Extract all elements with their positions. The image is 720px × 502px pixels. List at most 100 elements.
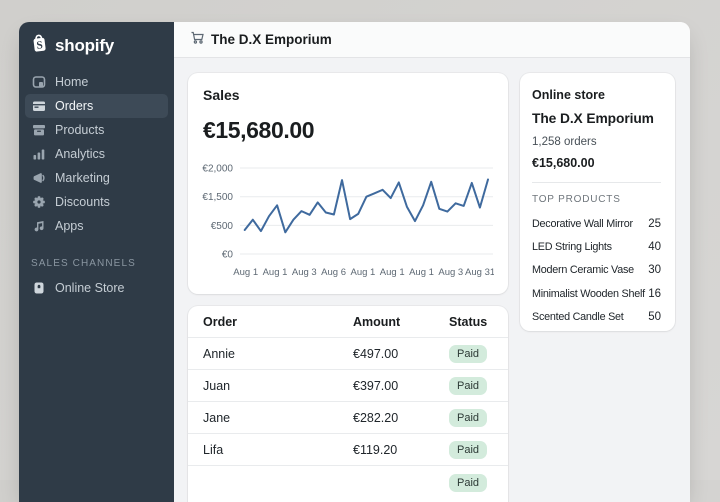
status-badge: Paid xyxy=(449,473,488,492)
apps-icon xyxy=(31,219,46,234)
svg-text:Aug 1: Aug 1 xyxy=(263,267,288,278)
sidebar-item-label: Products xyxy=(55,123,105,137)
orders-table-card: Order Amount Status Annie €497.00 Paid Jua… xyxy=(188,306,508,502)
sidebar-item-online-store[interactable]: Online Store xyxy=(25,276,168,300)
sidebar-item-products[interactable]: Products xyxy=(25,118,168,142)
status-badge: Paid xyxy=(449,441,488,459)
sales-card-title: Sales xyxy=(203,87,240,103)
sales-line-chart: €2,000 €1,500 €500 €0 Aug 1 Aug 1 Aug 3 Aug 6 Au… xyxy=(202,164,494,279)
product-row: Modern Ceramic Vase 30 xyxy=(532,259,661,282)
sidebar-item-label: Marketing xyxy=(55,171,110,185)
svg-text:Aug 1: Aug 1 xyxy=(380,267,405,278)
product-name: Minimalist Wooden Shelf xyxy=(532,287,645,300)
product-name: Modern Ceramic Vase xyxy=(532,264,634,277)
svg-text:Aug 3: Aug 3 xyxy=(438,267,463,278)
table-row[interactable]: Jane €282.20 Paid xyxy=(188,402,508,434)
orders-icon xyxy=(31,99,46,114)
discounts-icon xyxy=(31,195,46,210)
column-header: Status xyxy=(449,314,488,329)
cart-icon xyxy=(190,30,205,50)
marketing-icon xyxy=(31,171,46,186)
online-store-name: The D.X Emporium xyxy=(532,111,654,126)
online-store-heading: Online store xyxy=(532,88,605,102)
store-icon xyxy=(31,281,46,296)
product-count: 50 xyxy=(648,310,661,323)
online-store-card: Online store The D.X Emporium 1,258 orde… xyxy=(520,73,675,331)
status-badge: Paid xyxy=(449,345,488,363)
top-products-list: Decorative Wall Mirror 25 LED String Lig… xyxy=(532,212,661,328)
product-count: 16 xyxy=(648,287,661,300)
svg-text:€1,500: €1,500 xyxy=(202,192,233,203)
order-name: Juan xyxy=(203,378,231,393)
status-badge: Paid xyxy=(449,409,488,427)
product-row: Decorative Wall Mirror 25 xyxy=(532,212,661,235)
sidebar-item-orders[interactable]: Orders xyxy=(25,94,168,118)
svg-text:€0: €0 xyxy=(222,250,234,261)
sidebar-nav: Home Orders Products Analytics Marketing… xyxy=(19,70,174,238)
order-name: Annie xyxy=(203,346,235,361)
topbar: The D.X Emporium xyxy=(174,22,690,58)
table-row[interactable]: Paid xyxy=(188,466,508,498)
product-name: Decorative Wall Mirror xyxy=(532,217,633,230)
svg-text:Aug 3: Aug 3 xyxy=(292,267,317,278)
product-name: Scented Candle Set xyxy=(532,310,624,323)
product-row: LED String Lights 40 xyxy=(532,235,661,258)
store-total: €15,680.00 xyxy=(532,156,595,170)
column-header: Amount xyxy=(353,314,401,329)
sidebar-item-label: Online Store xyxy=(55,281,125,295)
shopify-logo-text: shopify xyxy=(55,36,115,55)
product-row: Minimalist Wooden Shelf 16 xyxy=(532,282,661,305)
order-amount: €282.20 xyxy=(353,410,399,425)
sidebar-item-label: Orders xyxy=(55,99,94,113)
product-row: Scented Candle Set 50 xyxy=(532,305,661,328)
svg-text:Aug 6: Aug 6 xyxy=(321,267,346,278)
table-row[interactable]: Annie €497.00 Paid xyxy=(188,338,508,370)
order-name: Jane xyxy=(203,410,231,425)
sidebar-item-apps[interactable]: Apps xyxy=(25,214,168,238)
product-count: 25 xyxy=(648,217,661,230)
sidebar-item-marketing[interactable]: Marketing xyxy=(25,166,168,190)
store-title: The D.X Emporium xyxy=(211,32,332,47)
svg-text:Aug 31: Aug 31 xyxy=(465,267,494,278)
sales-card: Sales €15,680.00 €2,000 €1,500 €500 €0 Aug 1… xyxy=(188,73,508,294)
order-amount: €397.00 xyxy=(353,378,399,393)
sidebar-item-analytics[interactable]: Analytics xyxy=(25,142,168,166)
content: Sales €15,680.00 €2,000 €1,500 €500 €0 Aug 1… xyxy=(174,58,690,502)
svg-text:S: S xyxy=(36,39,44,52)
product-name: LED String Lights xyxy=(532,240,612,253)
svg-text:Aug 1: Aug 1 xyxy=(233,267,258,278)
svg-text:€2,000: €2,000 xyxy=(202,164,233,175)
sidebar-item-label: Home xyxy=(55,75,89,89)
sidebar: S shopify Home Orders Products Analytics… xyxy=(19,22,174,502)
svg-text:€500: €500 xyxy=(211,221,234,232)
product-count: 40 xyxy=(648,240,661,253)
product-count: 30 xyxy=(648,264,661,277)
sidebar-item-label: Apps xyxy=(55,219,84,233)
analytics-icon xyxy=(31,147,46,162)
divider xyxy=(532,182,661,183)
table-header-row: Order Amount Status xyxy=(188,306,508,338)
column-header: Order xyxy=(203,314,238,329)
home-icon xyxy=(31,75,46,90)
sales-channels-label: SALES CHANNELS xyxy=(31,258,136,269)
app-window: S shopify Home Orders Products Analytics… xyxy=(19,22,690,502)
sales-total: €15,680.00 xyxy=(203,117,315,143)
shopify-logo[interactable]: S shopify xyxy=(19,22,174,70)
table-row[interactable]: Juan €397.00 Paid xyxy=(188,370,508,402)
orders-count: 1,258 orders xyxy=(532,136,597,148)
sidebar-item-label: Analytics xyxy=(55,147,106,161)
sales-channels-nav: Online Store xyxy=(19,276,174,300)
svg-text:Aug 1: Aug 1 xyxy=(350,267,375,278)
top-products-label: TOP PRODUCTS xyxy=(532,194,621,205)
sidebar-item-home[interactable]: Home xyxy=(25,70,168,94)
products-icon xyxy=(31,123,46,138)
order-amount: €497.00 xyxy=(353,346,399,361)
order-name: Lifa xyxy=(203,442,224,457)
table-row[interactable]: Lifa €119.20 Paid xyxy=(188,434,508,466)
svg-text:Aug 1: Aug 1 xyxy=(409,267,434,278)
sidebar-item-label: Discounts xyxy=(55,195,110,209)
status-badge: Paid xyxy=(449,377,488,395)
shopify-bag-icon: S xyxy=(30,33,49,59)
order-amount: €119.20 xyxy=(353,442,398,457)
sidebar-item-discounts[interactable]: Discounts xyxy=(25,190,168,214)
